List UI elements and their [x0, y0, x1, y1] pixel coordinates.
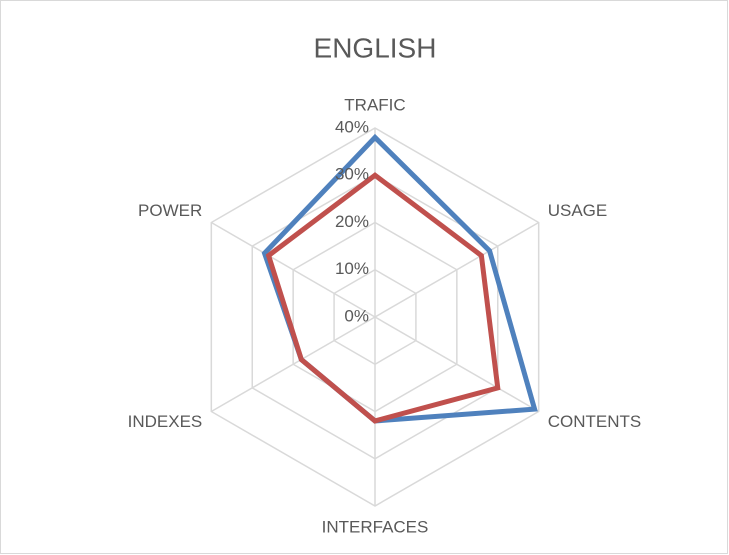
- category-label: INDEXES: [128, 412, 203, 431]
- category-label: TRAFIC: [344, 95, 405, 114]
- category-label: INTERFACES: [322, 517, 429, 536]
- y-tick-label: 20%: [335, 212, 369, 231]
- axis-line: [210, 221, 376, 318]
- category-label: USAGE: [548, 201, 608, 220]
- category-label: CONTENTS: [548, 412, 642, 431]
- series-line: [265, 172, 501, 424]
- y-tick-label: 40%: [335, 117, 369, 136]
- axis-line: [374, 221, 540, 318]
- category-label: POWER: [138, 201, 202, 220]
- axis-line: [374, 316, 540, 413]
- chart-title: ENGLISH: [314, 32, 437, 63]
- y-tick-label: 10%: [335, 259, 369, 278]
- axis-line: [210, 316, 376, 413]
- y-tick-label: 30%: [335, 165, 369, 184]
- y-tick-label: 0%: [344, 306, 369, 325]
